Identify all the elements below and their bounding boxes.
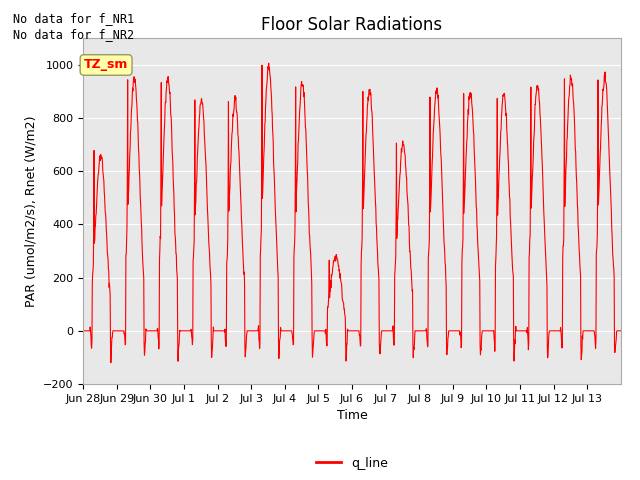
Text: TZ_sm: TZ_sm [84,59,128,72]
Text: No data for f_NR2: No data for f_NR2 [13,28,134,41]
Text: No data for f_NR1: No data for f_NR1 [13,12,134,24]
Y-axis label: PAR (umol/m2/s), Rnet (W/m2): PAR (umol/m2/s), Rnet (W/m2) [24,116,37,307]
Title: Floor Solar Radiations: Floor Solar Radiations [261,16,443,34]
Legend: q_line: q_line [311,452,393,475]
X-axis label: Time: Time [337,409,367,422]
